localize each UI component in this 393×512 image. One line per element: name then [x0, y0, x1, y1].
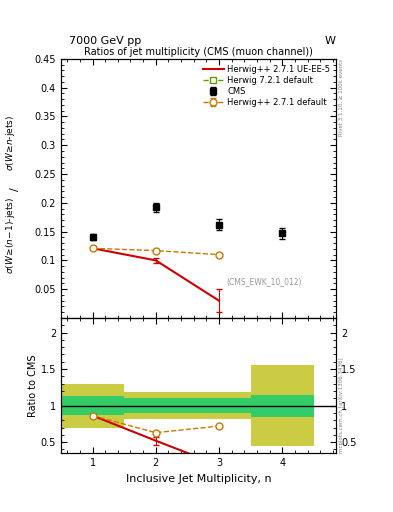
Bar — [61, 396, 124, 415]
Text: W: W — [325, 36, 336, 46]
Bar — [187, 393, 251, 419]
Text: (CMS_EWK_10_012): (CMS_EWK_10_012) — [226, 278, 301, 286]
Text: 7000 GeV pp: 7000 GeV pp — [69, 36, 141, 46]
Text: Rivet 3.1.10, ≥ 100k events: Rivet 3.1.10, ≥ 100k events — [339, 59, 344, 136]
Legend: Herwig++ 2.7.1 UE-EE-5, Herwig 7.2.1 default, CMS, Herwig++ 2.7.1 default: Herwig++ 2.7.1 UE-EE-5, Herwig 7.2.1 def… — [201, 63, 332, 109]
Herwig++ 2.7.1 UE-EE-5 — [217, 297, 221, 304]
Bar — [251, 366, 314, 446]
Bar — [61, 383, 124, 428]
Herwig++ 2.7.1 UE-EE-5 — [153, 258, 158, 264]
Bar — [124, 393, 187, 419]
Text: /: / — [10, 187, 20, 191]
Y-axis label: Ratio to CMS: Ratio to CMS — [28, 354, 38, 417]
Herwig++ 2.7.1 UE-EE-5 — [90, 245, 95, 251]
Bar — [251, 395, 314, 417]
Bar — [124, 398, 187, 413]
X-axis label: Inclusive Jet Multiplicity, n: Inclusive Jet Multiplicity, n — [126, 474, 271, 483]
Text: mcplots.cern.ch [arXiv:1306.3436]: mcplots.cern.ch [arXiv:1306.3436] — [339, 357, 344, 453]
Text: $\sigma(W\!\geq\!(n\!-\!1)\text{-jets})$: $\sigma(W\!\geq\!(n\!-\!1)\text{-jets})$ — [4, 197, 17, 274]
Title: Ratios of jet multiplicity (CMS (muon channel)): Ratios of jet multiplicity (CMS (muon ch… — [84, 47, 313, 57]
Text: $\sigma(W\!\geq\! n\text{-jets})$: $\sigma(W\!\geq\! n\text{-jets})$ — [4, 115, 17, 172]
Bar — [187, 398, 251, 413]
Line: Herwig++ 2.7.1 UE-EE-5: Herwig++ 2.7.1 UE-EE-5 — [92, 248, 219, 301]
